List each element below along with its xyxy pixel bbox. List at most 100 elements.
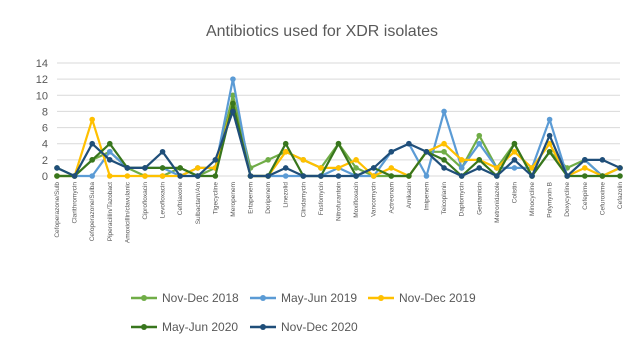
data-point: [177, 165, 183, 171]
x-tick-label: Cefepime: [582, 182, 589, 210]
x-tick-label: Cefoperazone/Sulb: [54, 182, 61, 238]
data-point: [441, 157, 447, 163]
data-point: [370, 173, 377, 179]
legend-label: May-Jun 2019: [281, 291, 357, 305]
x-tick-label: Cefazolin: [617, 182, 624, 209]
x-tick-label: Clindamycin: [300, 182, 307, 218]
data-point: [89, 157, 95, 163]
data-point: [511, 140, 518, 147]
data-point: [617, 165, 623, 171]
data-point: [476, 165, 483, 171]
legend-item: May-Jun 2020: [131, 320, 238, 334]
y-axis: 0 2 4 6 8 10 12 14: [36, 58, 48, 183]
data-point: [476, 140, 483, 147]
x-axis: Cefoperazone/Sulb Clarithromycin Cefoperaz…: [54, 181, 624, 243]
data-point: [230, 100, 236, 107]
data-point: [599, 173, 606, 179]
legend-swatch-marker: [378, 295, 384, 301]
data-point: [546, 116, 553, 123]
legend-label: Nov-Dec 2020: [281, 320, 358, 334]
data-point: [212, 173, 219, 179]
x-tick-label: Amoxicillin/clavulanic: [124, 181, 131, 243]
chart-title: Antibiotics used for XDR isolates: [206, 23, 438, 40]
data-point: [441, 108, 447, 115]
x-tick-label: Doripenem: [265, 182, 272, 214]
data-point: [423, 173, 430, 179]
x-tick-label: Linezolid: [283, 182, 290, 208]
x-tick-label: Aztreonam: [388, 182, 395, 213]
y-tick-label: 2: [42, 155, 48, 167]
data-point: [511, 148, 518, 155]
data-point: [142, 173, 148, 179]
data-point: [300, 157, 307, 163]
y-tick-label: 4: [42, 139, 48, 151]
legend-label: May-Jun 2020: [162, 320, 238, 334]
data-point: [546, 140, 553, 147]
legend-item: Nov-Dec 2018: [131, 291, 239, 305]
data-point: [388, 165, 395, 171]
data-point: [89, 116, 95, 123]
x-tick-label: Cefuroxime: [599, 182, 606, 216]
data-point: [529, 173, 535, 179]
data-point: [494, 165, 500, 171]
x-tick-label: Levofloxacin: [160, 182, 167, 219]
data-point: [106, 148, 113, 155]
data-point: [546, 148, 553, 155]
x-tick-label: Cefoperazone/Sulba: [89, 182, 96, 242]
data-point: [194, 173, 201, 179]
x-tick-label: Polymyxin B: [547, 182, 554, 218]
data-point: [388, 148, 395, 155]
x-tick-label: Ceftriaxone: [177, 182, 184, 216]
data-point: [582, 165, 588, 171]
data-point: [582, 173, 588, 179]
data-point: [494, 173, 500, 179]
data-point: [529, 165, 535, 171]
data-point: [458, 157, 465, 163]
data-point: [177, 173, 183, 179]
data-point: [406, 140, 412, 147]
x-tick-label: Minocycline: [529, 182, 536, 216]
legend: Nov-Dec 2018 May-Jun 2019 Nov-Dec 2019 May-…: [131, 291, 476, 334]
x-tick-label: Amikacin: [406, 182, 413, 209]
legend-swatch-marker: [260, 295, 266, 301]
series-group: [54, 76, 623, 179]
data-point: [212, 157, 219, 163]
x-tick-label: Tigecycline: [212, 182, 219, 215]
x-tick-label: Vancomycin: [371, 182, 378, 217]
y-tick-label: 12: [36, 74, 48, 86]
data-point: [282, 140, 289, 147]
data-point: [388, 173, 395, 179]
data-point: [441, 140, 447, 147]
data-point: [370, 165, 377, 171]
legend-item: May-Jun 2019: [250, 291, 357, 305]
data-point: [106, 173, 113, 179]
data-point: [159, 148, 166, 155]
data-point: [54, 173, 60, 179]
data-point: [194, 165, 201, 171]
data-point: [441, 165, 447, 171]
data-point: [54, 165, 60, 171]
legend-swatch-marker: [141, 324, 147, 330]
data-point: [89, 173, 95, 179]
data-point: [230, 108, 236, 115]
data-point: [599, 157, 606, 163]
data-point: [564, 173, 571, 179]
x-tick-label: Fosfomycin: [318, 182, 325, 216]
data-point: [353, 165, 359, 171]
x-tick-label: Sulbactam/Am: [195, 182, 202, 224]
data-point: [265, 173, 271, 179]
y-tick-label: 14: [36, 58, 48, 70]
data-point: [124, 165, 131, 171]
x-tick-label: Clarithromycin: [72, 182, 79, 224]
data-point: [71, 173, 78, 179]
data-point: [318, 165, 324, 171]
data-point: [159, 173, 166, 179]
data-point: [159, 165, 166, 171]
x-tick-label: Imipenem: [423, 182, 430, 211]
x-tick-label: Daptomycin: [459, 182, 466, 217]
data-point: [423, 148, 430, 155]
data-point: [335, 173, 342, 179]
data-point: [230, 76, 236, 82]
